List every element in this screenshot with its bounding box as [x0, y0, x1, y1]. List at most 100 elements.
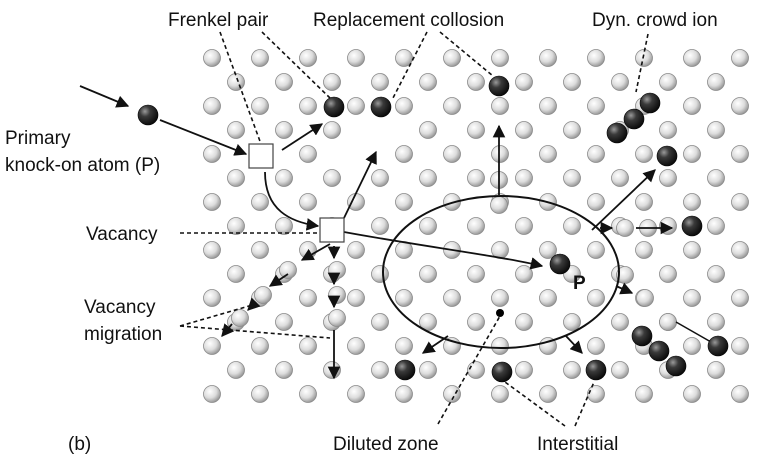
- lattice-atom: [563, 217, 581, 235]
- incoming-particle-arrow: [79, 85, 130, 108]
- trajectory-arrow: [343, 231, 544, 270]
- lattice-atom: [328, 309, 346, 327]
- trajectory-arrow: [591, 169, 656, 231]
- lattice-atom: [563, 121, 581, 139]
- special-atoms: [137, 75, 729, 383]
- lattice-atom: [659, 313, 677, 331]
- lattice-atom: [467, 361, 485, 379]
- lattice-atom: [683, 337, 701, 355]
- lattice-atom: [707, 313, 725, 331]
- lattice-atom: [467, 217, 485, 235]
- lattice-atom: [227, 361, 245, 379]
- lattice-atom: [731, 97, 749, 115]
- lattice-atom: [467, 121, 485, 139]
- lattice-atom: [395, 289, 413, 307]
- lattice-atom: [635, 49, 653, 67]
- displaced-atom: [491, 361, 513, 383]
- lattice-atom: [203, 385, 221, 403]
- displaced-atom: [585, 359, 607, 381]
- lattice-atom: [587, 193, 605, 211]
- lattice-atom: [491, 49, 509, 67]
- lattice-atom: [467, 73, 485, 91]
- label-primary-line2: knock-on atom (P): [5, 155, 160, 176]
- lattice-atom: [371, 361, 389, 379]
- lattice-atom: [587, 241, 605, 259]
- label-p-marker: P: [573, 273, 586, 294]
- lattice-atom: [611, 169, 629, 187]
- lattice-atom: [707, 121, 725, 139]
- label-frenkel-pair: Frenkel pair: [168, 10, 269, 31]
- lattice-atom: [275, 313, 293, 331]
- leader-migration-upper: [179, 303, 257, 327]
- leader-replacement-right: [439, 31, 494, 77]
- leader-migration-lower: [179, 325, 331, 339]
- lattice-atom: [251, 241, 269, 259]
- displaced-atom: [665, 355, 687, 377]
- lattice-atom: [395, 193, 413, 211]
- lattice-atom: [611, 361, 629, 379]
- lattice-atom: [587, 385, 605, 403]
- lattice-atom: [683, 97, 701, 115]
- lattice-atom: [299, 145, 317, 163]
- lattice-atom: [347, 49, 365, 67]
- lattice-atom: [275, 121, 293, 139]
- lattice-atom: [203, 145, 221, 163]
- lattice-atom: [203, 49, 221, 67]
- lattice-atom: [347, 385, 365, 403]
- trajectory-arrow: [268, 273, 289, 287]
- lattice-atom: [203, 97, 221, 115]
- lattice-atom: [539, 49, 557, 67]
- displaced-atom: [623, 108, 645, 130]
- label-replacement-collision: Replacement collosion: [313, 10, 504, 31]
- displaced-atom: [656, 145, 678, 167]
- lattice-atom: [635, 385, 653, 403]
- lattice-atom: [563, 73, 581, 91]
- lattice-atom: [395, 145, 413, 163]
- displaced-atom: [639, 92, 661, 114]
- lattice-atom: [203, 193, 221, 211]
- trajectory-arrow: [565, 335, 583, 354]
- lattice-atom: [707, 73, 725, 91]
- lattice-atom: [371, 73, 389, 91]
- lattice-atom: [299, 337, 317, 355]
- lattice-atom: [443, 145, 461, 163]
- pka-path-arrow: [159, 119, 248, 156]
- lattice-atom: [227, 73, 245, 91]
- lattice-atom: [731, 385, 749, 403]
- lattice-atom: [347, 289, 365, 307]
- lattice-atom: [251, 337, 269, 355]
- lattice-atom: [275, 169, 293, 187]
- lattice-atom: [443, 49, 461, 67]
- lattice-atom: [443, 289, 461, 307]
- lattice-atom: [611, 313, 629, 331]
- lattice-atom: [515, 121, 533, 139]
- lattice-atom: [539, 385, 557, 403]
- trajectory-arrow: [221, 323, 235, 337]
- lattice-atom: [467, 313, 485, 331]
- lattice-atom: [731, 289, 749, 307]
- lattice-atom: [731, 241, 749, 259]
- lattice-atom: [539, 241, 557, 259]
- lattice-atom: [515, 73, 533, 91]
- label-dyn-crowd-ion: Dyn. crowd ion: [592, 10, 718, 31]
- lattice-atom: [443, 385, 461, 403]
- lattice-atom: [683, 289, 701, 307]
- vacancy-square: [248, 143, 274, 169]
- leader-frenkel-interstitial: [261, 31, 331, 99]
- lattice-atom: [299, 49, 317, 67]
- trajectory-arrow: [300, 243, 331, 261]
- trajectory-arrow: [281, 123, 324, 151]
- lattice-atom: [227, 121, 245, 139]
- lattice-atom: [347, 97, 365, 115]
- lattice-atom: [419, 361, 437, 379]
- lattice-atom: [347, 241, 365, 259]
- trajectory-arrow: [421, 335, 449, 354]
- lattice-atom: [227, 169, 245, 187]
- lattice-atom: [227, 217, 245, 235]
- lattice-atom: [587, 337, 605, 355]
- label-diluted-zone: Diluted zone: [333, 434, 439, 455]
- lattice-atom: [395, 385, 413, 403]
- lattice-atom: [587, 289, 605, 307]
- lattice-atom: [563, 169, 581, 187]
- lattice-atom: [203, 241, 221, 259]
